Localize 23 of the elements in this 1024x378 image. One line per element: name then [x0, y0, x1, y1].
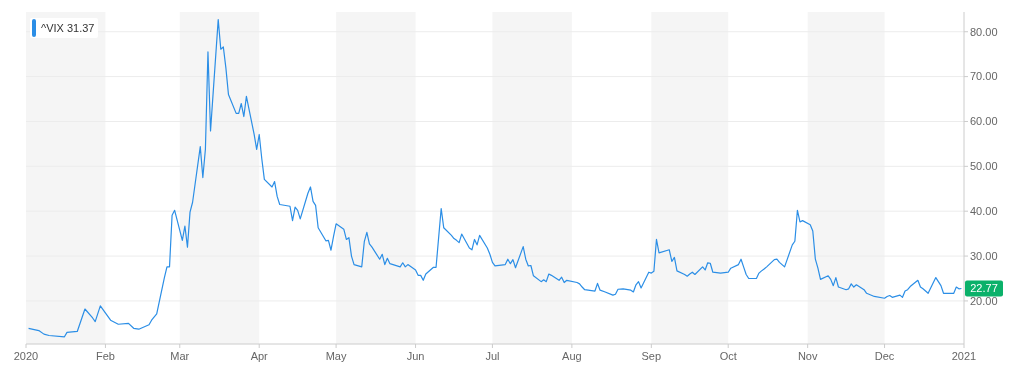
x-tick-label: Jun: [406, 350, 425, 362]
x-tick-label: Sep: [641, 350, 662, 362]
y-tick-label: 30.00: [970, 249, 998, 262]
x-tick-label: Nov: [797, 350, 818, 362]
x-tick-label: Dec: [874, 350, 895, 362]
x-tick-label: Jul: [485, 350, 500, 362]
x-tick-label: Mar: [170, 350, 190, 362]
legend-label: ^VIX 31.37: [41, 21, 95, 34]
x-tick-label: 2020: [13, 350, 39, 362]
annotation: 22.77: [970, 282, 998, 295]
line-series: [27, 19, 963, 338]
x-tick-label: Apr: [250, 350, 269, 362]
y-tick-label: 40.00: [970, 205, 998, 218]
y-tick-label: 60.00: [970, 115, 998, 128]
y-tick-label: 50.00: [970, 160, 998, 173]
y-tick-label: 80.00: [970, 25, 998, 38]
x-tick-label: Feb: [95, 350, 115, 362]
x-tick-label: 2021: [951, 350, 977, 362]
x-tick-label: Oct: [719, 350, 737, 362]
y-tick-label: 70.00: [970, 70, 998, 83]
y-tick-label: 20.00: [970, 294, 998, 307]
x-tick-label: May: [325, 350, 347, 362]
x-tick-label: Aug: [562, 350, 582, 362]
